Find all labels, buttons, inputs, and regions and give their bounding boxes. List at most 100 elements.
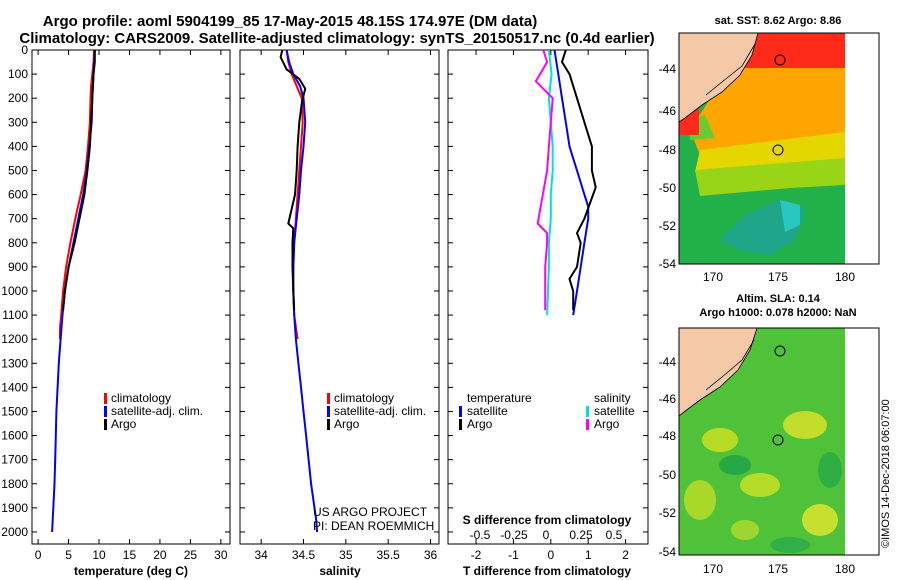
legend-climatology: climatology — [334, 391, 394, 405]
difference-plot-frame — [447, 49, 649, 545]
x-tick-label: 2 — [622, 548, 629, 562]
sst-map: sat. SST: 8.62 Argo: 8.86 -44 -46 -48 — [659, 15, 880, 284]
series-line-temperature-argo — [561, 49, 597, 311]
map-lat-label: -52 — [659, 506, 677, 520]
x-tick-label: 15 — [123, 548, 137, 562]
x-tick-label: -2 — [471, 548, 482, 562]
depth-tick-label: 1100 — [2, 308, 28, 322]
series-line-climatology — [59, 49, 96, 340]
map-lat-label: -50 — [659, 468, 677, 482]
depth-tick-label: 100 — [8, 67, 28, 81]
legend-s-satellite-swatch — [586, 406, 589, 417]
depth-tick-label: 1400 — [1, 380, 28, 394]
series-line-argo — [62, 50, 96, 311]
x-tick-label: 30 — [214, 548, 228, 562]
temperature-plot-frame — [31, 49, 231, 545]
imos-stamp: ©IMOS 14-Dec-2018 06:07:00 — [880, 399, 892, 548]
map-lon-label: 170 — [703, 562, 723, 576]
series-line-argo — [279, 49, 307, 311]
title-line-1: Argo profile: aoml 5904199_85 17-May-201… — [43, 13, 537, 30]
legend-t-satellite: satellite — [467, 404, 508, 418]
depth-tick-label: 500 — [8, 163, 28, 177]
map-lat-label: -54 — [659, 257, 677, 271]
s-tick-label: 0 — [543, 528, 550, 542]
map-lat-label: -54 — [659, 545, 677, 559]
x-tick-label: 35 — [339, 548, 353, 562]
difference-panel: -2 -1 0 1 2 T difference from climatology S … — [447, 49, 649, 578]
depth-tick-label: 1800 — [1, 477, 28, 491]
legend-climatology: climatology — [111, 391, 171, 405]
temperature-series — [51, 49, 96, 533]
map-lon-label: 175 — [768, 562, 788, 576]
title-line-2: Climatology: CARS2009. Satellite-adjuste… — [19, 30, 654, 47]
map-lat-label: -52 — [659, 219, 677, 233]
legend-satellite: satellite-adj. clim. — [334, 404, 426, 418]
map-lat-label: -48 — [659, 143, 677, 157]
depth-tick-label: 600 — [8, 188, 28, 202]
legend-t-argo: Argo — [467, 417, 493, 431]
sst-map-title: sat. SST: 8.62 Argo: 8.86 — [715, 15, 842, 27]
sla-map-image — [679, 328, 879, 555]
legend-argo-swatch — [327, 419, 330, 430]
legend-t-satellite-swatch — [459, 406, 462, 417]
legend-s-argo-swatch — [586, 419, 589, 430]
t-difference-axis-label: T difference from climatology — [463, 564, 631, 578]
depth-tick-label: 300 — [8, 115, 28, 129]
depth-tick-label: 1600 — [1, 429, 28, 443]
s-tick-label: -0.5 — [470, 528, 491, 542]
salinity-axis-label: salinity — [319, 564, 361, 578]
depth-tick-label: 2000 — [1, 525, 28, 539]
depth-tick-label: 1300 — [1, 356, 28, 370]
sla-map-tick-labels: -44 -46 -48 -50 -52 -54 170 175 180 — [659, 355, 856, 576]
s-tick-label: -0.25 — [500, 528, 528, 542]
salinity-tick-labels: 34 34.5 35 35.5 36 — [254, 50, 438, 562]
map-lon-label: 180 — [835, 562, 855, 576]
x-tick-label: 5 — [65, 548, 72, 562]
s-tick-label: 0.25 — [569, 528, 593, 542]
depth-tick-label: 1000 — [1, 284, 28, 298]
credit-pi: PI: DEAN ROEMMICH — [313, 519, 434, 533]
legend-argo: Argo — [334, 417, 360, 431]
difference-legend: temperature satellite Argo salinity sate… — [459, 391, 635, 431]
depth-tick-label: 1900 — [1, 501, 28, 515]
x-tick-label: -1 — [508, 548, 519, 562]
depth-tick-label: 1700 — [1, 453, 28, 467]
legend-satellite-swatch — [327, 406, 330, 417]
map-lat-label: -46 — [659, 104, 677, 118]
x-tick-label: 25 — [184, 548, 198, 562]
legend-t-argo-swatch — [459, 419, 462, 430]
series-line-salinity-satellite — [546, 49, 554, 316]
map-lat-label: -48 — [659, 429, 677, 443]
temperature-tick-labels: 0 5 10 15 20 25 30 — [35, 50, 228, 562]
temperature-panel: 0100200300400500600700800900100011001200… — [1, 43, 231, 578]
series-line-temperature-satellite — [553, 49, 590, 316]
map-lat-label: -46 — [659, 392, 677, 406]
map-lon-label: 175 — [768, 270, 788, 284]
series-line-salinity-argo — [534, 49, 554, 311]
legend-satellite: satellite-adj. clim. — [111, 404, 203, 418]
x-tick-label: 10 — [92, 548, 106, 562]
x-tick-label: 1 — [585, 548, 592, 562]
x-tick-label: 36 — [424, 548, 438, 562]
legend-s-argo: Argo — [594, 417, 620, 431]
legend-climatology-swatch — [327, 393, 330, 404]
salinity-plot-frame — [239, 49, 440, 545]
map-lon-label: 180 — [835, 270, 855, 284]
legend-climatology-swatch — [104, 393, 107, 404]
depth-tick-labels: 0 100 200 300 400 500 600 700 800 900 1000 1100 1200… — [1, 43, 28, 539]
temperature-axis-label: temperature (deg C) — [74, 564, 188, 578]
s-difference-tick-labels: -0.5 -0.25 0 0.25 0.5 — [470, 528, 623, 542]
sst-map-image — [679, 33, 879, 264]
x-tick-label: 34.5 — [292, 548, 316, 562]
depth-tick-label: 200 — [8, 91, 28, 105]
map-lat-label: -44 — [659, 62, 677, 76]
s-tick-label: 0.5 — [606, 528, 623, 542]
map-lon-label: 170 — [703, 270, 723, 284]
x-tick-label: 0 — [35, 548, 42, 562]
salinity-panel: 34 34.5 35 35.5 36 salinity climatology sate… — [239, 49, 440, 578]
s-difference-axis-label: S difference from climatology — [463, 513, 632, 527]
legend-argo: Argo — [111, 417, 137, 431]
sst-map-tick-labels: -44 -46 -48 -50 -52 -54 170 175 180 — [659, 62, 856, 284]
sla-map-title-1: Altim. SLA: 0.14 — [736, 293, 821, 305]
x-tick-label: 20 — [153, 548, 167, 562]
